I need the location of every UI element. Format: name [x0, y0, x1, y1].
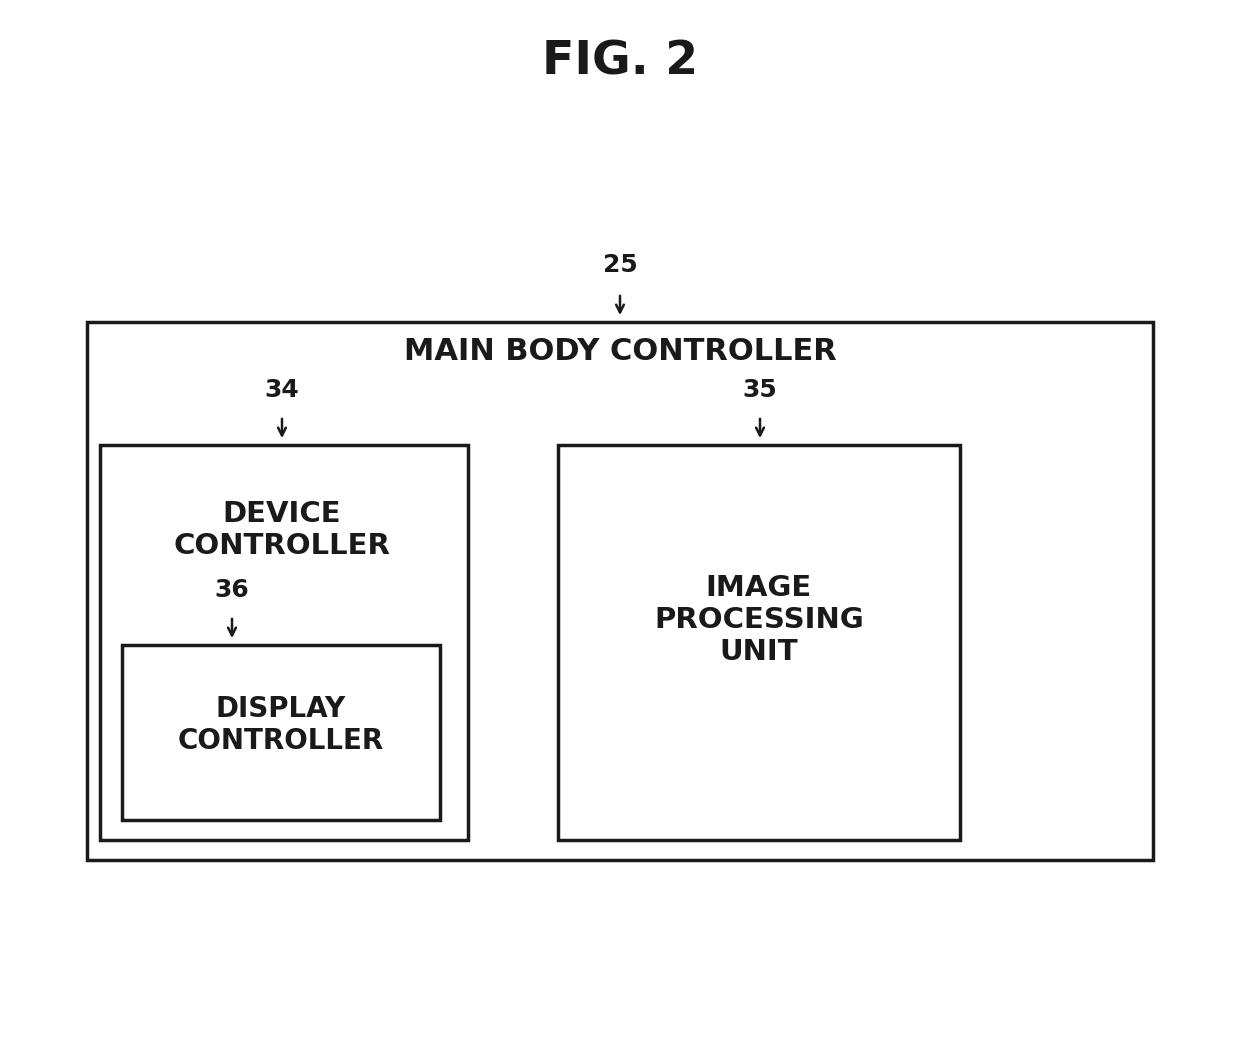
Text: MAIN BODY CONTROLLER: MAIN BODY CONTROLLER: [404, 338, 836, 366]
Text: 34: 34: [264, 378, 299, 402]
Text: IMAGE
PROCESSING
UNIT: IMAGE PROCESSING UNIT: [655, 573, 864, 666]
Text: FIG. 2: FIG. 2: [542, 40, 698, 85]
Bar: [122, 645, 440, 820]
Text: 36: 36: [215, 578, 249, 602]
Text: DEVICE
CONTROLLER: DEVICE CONTROLLER: [174, 500, 391, 561]
Bar: [87, 322, 1153, 860]
Text: 25: 25: [603, 253, 637, 277]
Text: DISPLAY
CONTROLLER: DISPLAY CONTROLLER: [177, 695, 384, 755]
Bar: [558, 445, 960, 840]
Bar: [100, 445, 467, 840]
Text: 35: 35: [743, 378, 777, 402]
